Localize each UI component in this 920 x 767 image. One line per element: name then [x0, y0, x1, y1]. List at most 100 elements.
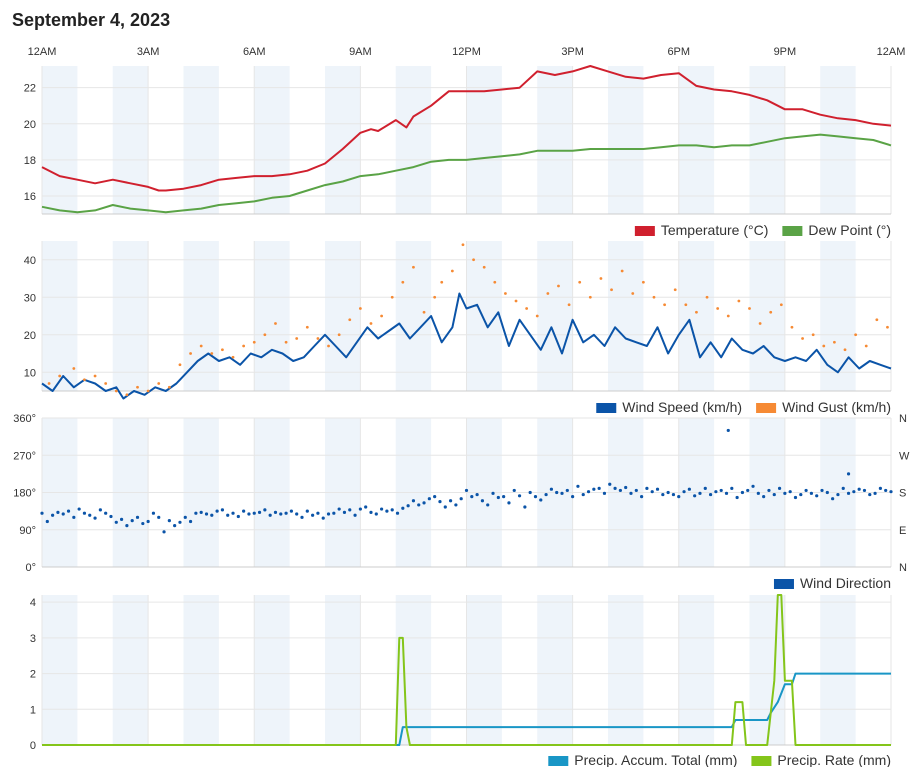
- wind-gust-km-h-legend-label: Wind Gust (km/h): [782, 399, 891, 415]
- wind-gust-km-h-point: [242, 344, 246, 348]
- wind-gust-km-h-point: [348, 318, 352, 322]
- wind-direction-point: [364, 505, 368, 509]
- wind-gust-km-h-point: [295, 337, 299, 340]
- wind-direction-point: [724, 491, 729, 495]
- wind-direction-point: [517, 494, 522, 498]
- wind-direction-point: [231, 511, 235, 515]
- wind-direction-point: [380, 507, 384, 511]
- wind-direction-point: [411, 499, 416, 503]
- wind-direction-point: [167, 519, 171, 523]
- hour-band: [325, 595, 361, 745]
- wind-gust-km-h-point: [337, 333, 341, 337]
- wind-direction-legend-swatch: [773, 579, 794, 589]
- wind-direction-point: [640, 495, 644, 499]
- wind-direction-point: [772, 492, 776, 497]
- hour-band: [325, 66, 361, 214]
- wind-gust-km-h-point: [578, 280, 582, 284]
- wind-direction-point: [820, 488, 824, 493]
- hour-band: [395, 595, 432, 745]
- wind-direction-point: [348, 508, 352, 512]
- wind-direction-point: [634, 488, 638, 493]
- wind-direction-point: [857, 487, 861, 491]
- wind-gust-km-h-point: [422, 310, 426, 314]
- y-tick-label: 1: [30, 704, 36, 716]
- wind-direction-point: [385, 509, 389, 513]
- wind-gust-km-h-point: [493, 280, 497, 284]
- wind-gust-km-h-point: [327, 344, 330, 348]
- y-tick-label: 2: [30, 669, 36, 681]
- wind-gust-km-h-point: [125, 393, 129, 397]
- wind-direction-point: [624, 485, 628, 490]
- wind-gust-km-h-point: [114, 389, 118, 393]
- wind-direction-point: [401, 506, 405, 510]
- wind-direction-point: [862, 488, 867, 493]
- wind-direction-point: [130, 519, 134, 523]
- wind-direction-point: [645, 486, 649, 490]
- wind-direction-point: [708, 492, 713, 497]
- wind-direction-point: [119, 517, 124, 522]
- hour-band: [537, 241, 573, 391]
- wind-gust-km-h-point: [525, 307, 529, 310]
- wind-direction-point: [77, 507, 81, 511]
- wind-direction-point: [671, 492, 676, 497]
- wind-direction-point: [204, 512, 209, 516]
- wind-direction-point: [809, 491, 814, 495]
- wind-direction-point: [337, 507, 341, 511]
- wind-direction-point: [295, 512, 299, 516]
- hour-band: [42, 595, 78, 745]
- wind-direction-point: [459, 497, 463, 501]
- wind-direction-point: [316, 511, 320, 515]
- wind-direction-point: [305, 509, 309, 513]
- dew-point-line: [41, 133, 892, 214]
- wind-direction-point: [321, 516, 325, 520]
- wind-direction-point: [236, 514, 240, 519]
- wind-gust-km-h-point: [705, 295, 709, 299]
- wind-gust-km-h-point: [504, 292, 507, 295]
- wind-direction-point: [666, 490, 670, 495]
- wind-gust-km-h-point: [263, 333, 267, 337]
- wind-gust-km-h-point: [401, 280, 405, 284]
- wind-direction-point: [693, 494, 697, 498]
- wind-gust-km-h-point: [557, 284, 560, 288]
- wind-direction-point: [831, 497, 835, 501]
- hour-band: [254, 595, 290, 745]
- wind-direction-point: [247, 512, 251, 516]
- wind-gust-km-h-point: [726, 314, 730, 318]
- wind-gust-km-h-point: [599, 277, 603, 280]
- wind-direction-point: [151, 511, 156, 515]
- wind-gust-km-h-point: [833, 340, 836, 344]
- wind-direction-point: [470, 495, 474, 499]
- wind-gust-km-h-point: [380, 314, 383, 318]
- y-tick-label: 40: [24, 255, 36, 267]
- hour-band: [820, 66, 856, 214]
- hour-band: [183, 241, 219, 391]
- wind-gust-km-h-point: [58, 374, 62, 378]
- y-tick-label: 10: [24, 367, 36, 379]
- wind-direction-point: [884, 488, 888, 493]
- wind-direction-point: [597, 486, 601, 490]
- wind-direction-point: [788, 490, 792, 494]
- x-tick-label: 12AM: [877, 46, 906, 58]
- compass-label: N: [899, 562, 907, 574]
- precip-rate-mm-legend-label: Precip. Rate (mm): [777, 752, 891, 767]
- wind-direction-point: [273, 510, 278, 514]
- wind-direction-point: [300, 515, 304, 519]
- compass-label: W: [899, 450, 910, 462]
- wind-gust-km-h-point: [684, 303, 688, 307]
- wind-gust-km-h-point: [514, 299, 518, 303]
- wind-direction-point: [565, 488, 569, 493]
- wind-direction-point: [448, 499, 453, 503]
- wind-gust-km-h-point: [221, 348, 224, 352]
- wind-gust-km-h-point: [790, 325, 794, 329]
- wind-direction-point: [698, 491, 702, 495]
- wind-direction-point: [586, 490, 591, 494]
- wind-speed-km-h-legend-label: Wind Speed (km/h): [622, 399, 742, 415]
- wind-direction-point: [799, 492, 803, 497]
- wind-gust-km-h-point: [47, 382, 51, 385]
- y-tick-label: 3: [30, 633, 36, 645]
- x-tick-label: 12AM: [28, 46, 57, 58]
- precip-rate-mm-line: [42, 594, 891, 746]
- hour-band: [749, 241, 785, 391]
- wind-direction-point: [353, 513, 357, 517]
